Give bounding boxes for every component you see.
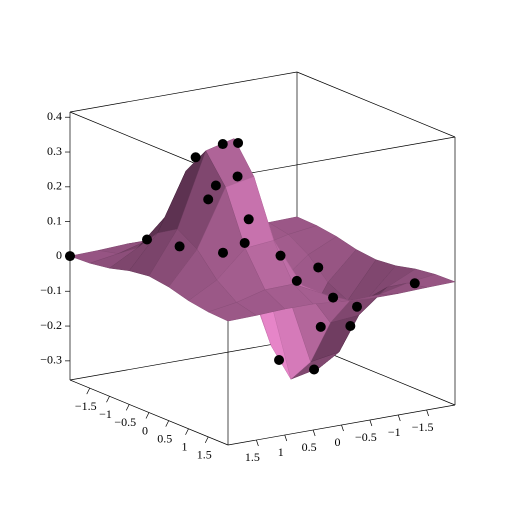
x-tick [204, 436, 209, 444]
x-tick [86, 387, 91, 395]
y-tick-label: −0.5 [355, 430, 377, 444]
data-point [190, 152, 201, 163]
y-tick-label: −1.5 [412, 420, 434, 434]
data-point [210, 180, 221, 191]
data-point [291, 275, 302, 286]
axes: −0.3−0.2−0.100.10.20.30.4−1.5−1−0.500.51… [40, 109, 433, 464]
z-tick-label: −0.1 [40, 283, 62, 297]
z-tick-label: 0.3 [47, 144, 62, 158]
z-tick-label: −0.2 [40, 318, 62, 332]
data-point [315, 321, 326, 332]
data-point [409, 278, 420, 289]
box-edge [69, 71, 298, 113]
y-tick [284, 434, 288, 442]
data-point [328, 292, 339, 303]
data-point [217, 139, 228, 150]
x-tick [106, 396, 110, 403]
x-tick-label: 0 [142, 423, 148, 437]
z-tick-label: 0.1 [47, 213, 62, 227]
x-tick-label: −1.5 [75, 399, 97, 413]
data-point [203, 194, 214, 205]
x-tick-label: 1.5 [197, 448, 212, 462]
x-tick-label: −0.5 [114, 415, 136, 429]
y-tick-label: 0.5 [302, 440, 317, 454]
data-point [275, 250, 286, 261]
x-tick [165, 420, 170, 427]
z-tick-label: 0.2 [47, 179, 62, 193]
data-point [274, 355, 285, 366]
surface [69, 138, 456, 380]
box-edge [69, 339, 298, 381]
y-tick [426, 409, 429, 417]
data-point [345, 320, 356, 331]
data-point [233, 137, 244, 148]
box-edge [227, 136, 456, 178]
data-point [218, 247, 228, 258]
data-point [174, 241, 185, 252]
data-point [352, 301, 363, 312]
data-point [313, 262, 324, 273]
z-tick-label: −0.3 [40, 353, 62, 367]
x-tick [145, 412, 150, 419]
y-tick [369, 419, 373, 427]
box-edge [296, 71, 456, 138]
data-point [239, 237, 250, 248]
z-tick-label: 0.4 [47, 109, 62, 123]
data-point [309, 364, 320, 375]
x-tick-label: 1 [182, 440, 188, 454]
data-point [142, 234, 152, 245]
data-point [243, 214, 254, 225]
y-tick [341, 424, 344, 432]
y-tick-label: 1.5 [245, 450, 260, 464]
y-tick-label: 0 [335, 435, 341, 449]
z-tick-label: 0 [56, 248, 62, 262]
y-tick-label: 1 [278, 445, 284, 459]
surface-patch [207, 302, 258, 322]
x-tick [185, 428, 189, 435]
x-tick-label: 0.5 [157, 431, 172, 445]
y-tick-label: −1 [388, 425, 401, 439]
x-tick-label: −1 [99, 407, 112, 421]
x-tick [125, 404, 130, 411]
y-tick [312, 429, 316, 437]
y-tick [397, 414, 401, 422]
y-tick [256, 439, 259, 447]
data-point [232, 171, 243, 182]
points [65, 137, 420, 375]
